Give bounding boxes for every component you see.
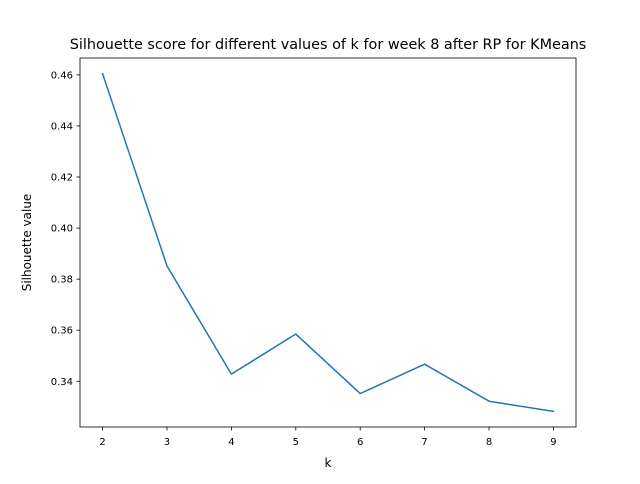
series-layer bbox=[101, 72, 555, 413]
x-tick-label: 9 bbox=[550, 437, 556, 448]
chart-title: Silhouette score for different values of… bbox=[70, 37, 587, 53]
y-tick-label: 0.34 bbox=[51, 377, 73, 388]
x-tick-label: 2 bbox=[99, 437, 105, 448]
x-axis-ticks: 2 3 4 5 6 7 8 9 bbox=[99, 427, 557, 448]
axes-frame bbox=[79, 57, 577, 428]
plot-area: 2 3 4 5 6 7 8 9 0.34 0.36 0.38 0.40 0.42 0.44 0.46 bbox=[51, 57, 577, 448]
y-tick-label: 0.40 bbox=[51, 224, 73, 235]
x-tick-label: 4 bbox=[228, 437, 234, 448]
y-axis-ticks: 0.34 0.36 0.38 0.40 0.42 0.44 0.46 bbox=[51, 70, 80, 388]
x-axis-label: k bbox=[325, 456, 332, 470]
x-tick-label: 6 bbox=[357, 437, 363, 448]
series-line bbox=[101, 72, 555, 413]
x-tick-label: 8 bbox=[486, 437, 492, 448]
y-tick-label: 0.42 bbox=[51, 172, 73, 183]
y-tick-label: 0.38 bbox=[51, 275, 73, 286]
x-tick-label: 7 bbox=[421, 437, 427, 448]
y-axis-label: Silhouette value bbox=[20, 194, 34, 292]
x-tick-label: 3 bbox=[164, 437, 170, 448]
y-tick-label: 0.36 bbox=[51, 326, 73, 337]
x-tick-label: 5 bbox=[293, 437, 299, 448]
y-tick-label: 0.44 bbox=[51, 121, 73, 132]
y-tick-label: 0.46 bbox=[51, 70, 73, 81]
